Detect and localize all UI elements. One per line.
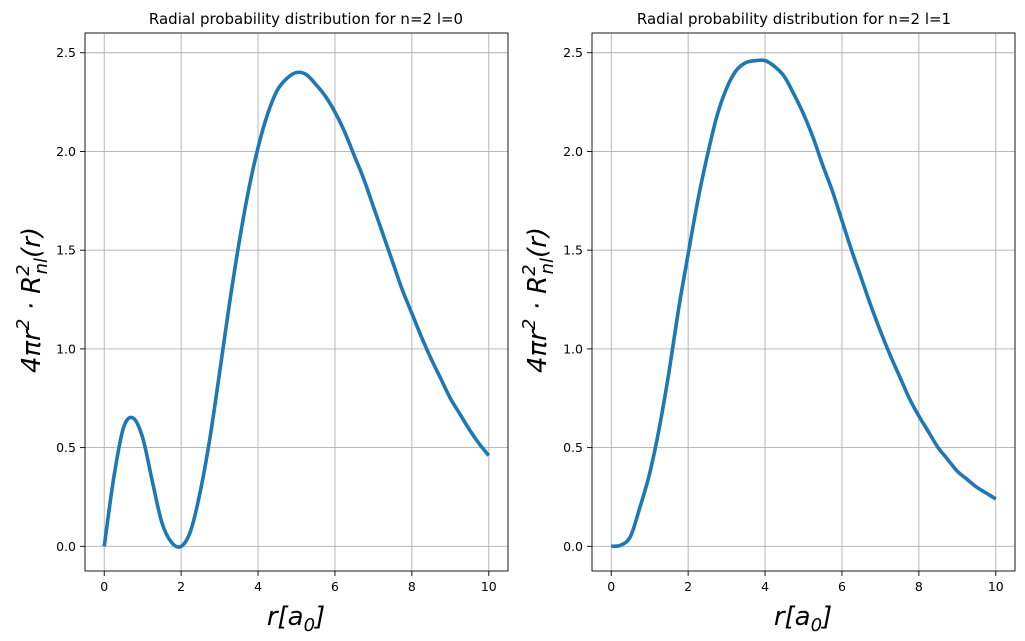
y-tick-label: 2.5	[56, 45, 76, 60]
chart-panel-left: Radial probability distribution for n=2 …	[13, 10, 509, 636]
x-axis-label: r[a0]	[774, 602, 832, 636]
x-tick-label: 8	[915, 579, 923, 594]
y-tick-label: 1.0	[563, 341, 583, 356]
x-tick-label: 2	[177, 579, 185, 594]
y-tick-label: 0.0	[56, 539, 76, 554]
grid	[85, 33, 508, 571]
x-tick-label: 10	[481, 579, 497, 594]
ticks: 0 2 4 6 8 10 0.0 0.5 1.0 1.5 2.0 2.5	[563, 45, 1004, 594]
x-tick-label: 10	[988, 579, 1004, 594]
y-axis-label: 4πr2 · R2nl(r)	[13, 227, 52, 373]
y-tick-label: 1.0	[56, 341, 76, 356]
y-tick-label: 1.5	[563, 243, 583, 258]
x-tick-label: 0	[607, 579, 615, 594]
plot-frame	[591, 32, 1016, 572]
series-layer	[611, 58, 997, 549]
y-tick-label: 2.5	[563, 45, 583, 60]
chart-title: Radial probability distribution for n=2 …	[637, 10, 951, 28]
y-tick-label: 0.5	[563, 440, 583, 455]
x-tick-label: 4	[254, 579, 262, 594]
y-tick-label: 0.0	[563, 539, 583, 554]
series-line	[611, 58, 997, 549]
x-tick-label: 0	[100, 579, 108, 594]
chart-panel-right: Radial probability distribution for n=2 …	[519, 10, 1016, 636]
y-tick-label: 2.0	[56, 144, 76, 159]
y-tick-label: 2.0	[563, 144, 583, 159]
x-tick-label: 6	[331, 579, 339, 594]
y-tick-label: 1.5	[56, 243, 76, 258]
x-axis-label: r[a0]	[267, 602, 325, 636]
y-tick-label: 0.5	[56, 440, 76, 455]
x-tick-label: 2	[684, 579, 692, 594]
chart-title: Radial probability distribution for n=2 …	[149, 10, 463, 28]
ticks: 0 2 4 6 8 10 0.0 0.5 1.0 1.5 2.0 2.5	[56, 45, 497, 594]
plot-frame	[84, 32, 509, 572]
x-tick-label: 8	[408, 579, 416, 594]
x-tick-label: 6	[838, 579, 846, 594]
grid	[592, 33, 1015, 571]
x-tick-label: 4	[761, 579, 769, 594]
y-axis-label: 4πr2 · R2nl(r)	[519, 227, 558, 373]
series-layer	[102, 70, 491, 549]
series-line	[102, 70, 491, 549]
